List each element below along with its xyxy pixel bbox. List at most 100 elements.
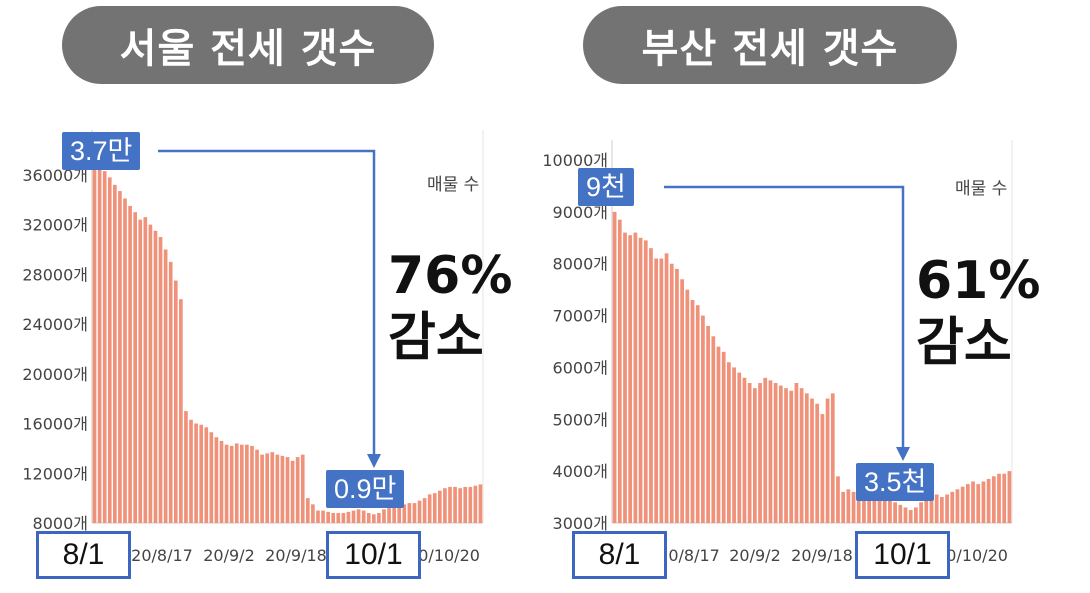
bar	[138, 219, 143, 523]
y-tick-label: 3000개	[553, 514, 608, 533]
bar	[275, 454, 280, 523]
bar	[412, 503, 417, 523]
chart-title: 서울 전세 갯수	[62, 6, 434, 84]
bar	[295, 457, 300, 523]
bar	[443, 488, 447, 523]
bar	[851, 491, 856, 523]
bar	[794, 382, 799, 523]
bar	[810, 398, 814, 523]
bar	[768, 380, 773, 523]
busan-bar-chart: 3000개 4000개 5000개 6000개 7000개 8000개 9000개 10000…	[542, 140, 1013, 565]
bar	[976, 484, 981, 523]
bar	[945, 494, 949, 523]
bar	[311, 504, 315, 523]
bar	[361, 510, 366, 523]
end-date-box: 10/1	[326, 531, 421, 579]
bar	[143, 217, 148, 523]
bar	[224, 444, 229, 523]
bar	[727, 362, 731, 523]
bar	[331, 513, 336, 523]
y-tick-label: 32000개	[22, 216, 88, 235]
bar	[392, 506, 396, 523]
bar	[341, 513, 346, 523]
bar	[856, 486, 861, 523]
bar	[432, 493, 437, 523]
bar	[427, 494, 432, 523]
bar	[815, 403, 820, 523]
seoul-bar-chart: 8000개 12000개 16000개 20000개 24000개 28000개 32000…	[22, 130, 484, 565]
bar	[336, 513, 341, 523]
bar	[825, 398, 830, 523]
bar	[675, 268, 679, 523]
bar	[417, 500, 422, 523]
bar	[219, 440, 224, 523]
seoul-panel: 서울 전세 갯수 8000개 12000개 16000개 20000개 24000개 28…	[22, 6, 512, 579]
bar	[402, 504, 407, 523]
bar	[346, 511, 351, 523]
bar	[752, 388, 757, 523]
bar	[898, 504, 903, 523]
bar	[97, 166, 102, 523]
bar	[732, 367, 736, 523]
y-tick-label: 36000개	[22, 166, 88, 185]
bar	[189, 419, 193, 523]
bar	[908, 510, 913, 523]
end-value-callout: 3.5천	[856, 463, 935, 501]
bar	[789, 390, 794, 523]
x-tick-label: 20/9/2	[203, 546, 255, 565]
end-value-callout: 0.9만	[326, 470, 405, 508]
bar	[250, 445, 254, 523]
bar	[799, 388, 804, 523]
busan-panel: 부산 전세 갯수 3000개 4000개 5000개 6000개 7000개 8000개 9…	[530, 0, 1075, 593]
y-tick-label: 4000개	[553, 462, 608, 481]
bar	[377, 513, 381, 523]
bar	[168, 261, 173, 523]
drop-arrow-head	[367, 454, 381, 468]
bar	[453, 486, 457, 523]
bar	[690, 300, 695, 523]
bar	[133, 212, 137, 524]
bar	[422, 498, 427, 523]
bar	[290, 460, 295, 523]
bar	[128, 205, 132, 523]
bar	[742, 377, 747, 523]
x-tick-label: 20/9/2	[729, 546, 781, 565]
y-tick-label: 9000개	[553, 203, 608, 222]
bar	[924, 499, 929, 523]
bar	[950, 491, 955, 523]
bar	[716, 346, 721, 523]
bar	[179, 299, 183, 523]
bar	[285, 457, 290, 523]
y-tick-label: 20000개	[22, 365, 88, 384]
start-date-box: 8/1	[572, 531, 667, 579]
bar	[784, 388, 788, 523]
bar	[1007, 471, 1012, 523]
bar	[612, 211, 617, 524]
bar	[960, 486, 965, 523]
bar	[204, 427, 209, 523]
reduction-headline: 61% 감소	[916, 251, 1041, 373]
bar	[940, 497, 944, 523]
drop-arrow-line	[664, 185, 905, 449]
bar	[372, 514, 376, 523]
x-tick-label: 20/10/20	[936, 546, 1008, 565]
bar	[260, 454, 264, 523]
bar	[153, 230, 158, 523]
bar	[862, 489, 866, 523]
bar	[763, 377, 768, 523]
bar	[981, 481, 986, 523]
bar	[184, 411, 188, 523]
bar	[877, 497, 882, 523]
bar	[986, 478, 991, 523]
bar	[623, 232, 627, 523]
bar	[316, 510, 320, 523]
bar	[685, 289, 690, 523]
bar	[305, 498, 310, 523]
end-date-box: 10/1	[855, 531, 950, 579]
bar	[229, 445, 234, 523]
bar	[654, 258, 659, 523]
bar	[643, 240, 648, 523]
bar	[438, 490, 442, 523]
bar	[158, 237, 163, 523]
bar	[934, 494, 939, 523]
